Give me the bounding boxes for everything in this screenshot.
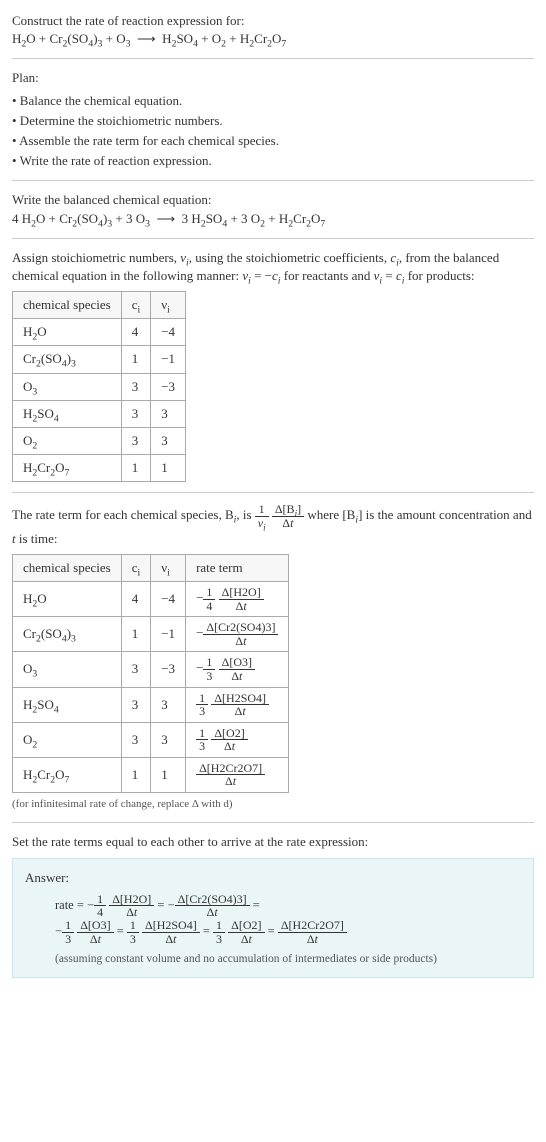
divider	[12, 238, 534, 239]
plan-item: • Assemble the rate term for each chemic…	[12, 132, 534, 150]
rate-expression-line2: −13 Δ[O3]Δt = 13 Δ[H2SO4]Δt = 13 Δ[O2]Δt…	[25, 919, 521, 945]
cell-species: H2Cr2O7	[13, 757, 122, 792]
divider	[12, 180, 534, 181]
cell-ci: 1	[121, 455, 151, 482]
plan-label: Plan:	[12, 69, 534, 87]
cell-ci: 3	[121, 722, 151, 757]
cell-rate: Δ[H2Cr2O7]Δt	[186, 757, 289, 792]
cell-ci: 1	[121, 757, 151, 792]
final-lead: Set the rate terms equal to each other t…	[12, 833, 534, 851]
cell-species: H2O	[13, 319, 122, 346]
cell-vi: 3	[151, 400, 186, 427]
cell-species: H2O	[13, 581, 122, 616]
plan-item: • Determine the stoichiometric numbers.	[12, 112, 534, 130]
plan-list: • Balance the chemical equation. • Deter…	[12, 92, 534, 171]
table-row: O233	[13, 428, 186, 455]
rate-expression-line1: rate = −14 Δ[H2O]Δt = −Δ[Cr2(SO4)3]Δt =	[25, 893, 521, 919]
balanced-section: Write the balanced chemical equation: 4 …	[12, 191, 534, 227]
divider	[12, 58, 534, 59]
answer-label: Answer:	[25, 869, 521, 887]
cell-species: H2SO4	[13, 687, 122, 722]
cell-rate: −14 Δ[H2O]Δt	[186, 581, 289, 616]
cell-ci: 3	[121, 428, 151, 455]
cell-ci: 4	[121, 581, 151, 616]
col-species: chemical species	[13, 554, 122, 581]
cell-rate: 13 Δ[H2SO4]Δt	[186, 687, 289, 722]
table-header-row: chemical species ci νi rate term	[13, 554, 289, 581]
cell-vi: 3	[151, 687, 186, 722]
cell-vi: 3	[151, 428, 186, 455]
cell-species: H2Cr2O7	[13, 455, 122, 482]
cell-vi: −4	[151, 319, 186, 346]
table-row: H2O4−4−14 Δ[H2O]Δt	[13, 581, 289, 616]
cell-vi: −3	[151, 652, 186, 687]
header-title: Construct the rate of reaction expressio…	[12, 12, 534, 30]
table-row: O33−3	[13, 373, 186, 400]
table-row: O33−3−13 Δ[O3]Δt	[13, 652, 289, 687]
col-species: chemical species	[13, 292, 122, 319]
col-ci: ci	[121, 554, 151, 581]
col-vi: νi	[151, 292, 186, 319]
cell-species: O2	[13, 428, 122, 455]
balanced-equation: 4 H2O + Cr2(SO4)3 + 3 O3 ⟶ 3 H2SO4 + 3 O…	[12, 210, 534, 228]
cell-rate: −Δ[Cr2(SO4)3]Δt	[186, 617, 289, 652]
cell-ci: 1	[121, 346, 151, 373]
cell-vi: 1	[151, 757, 186, 792]
table-row: H2SO43313 Δ[H2SO4]Δt	[13, 687, 289, 722]
final-section: Set the rate terms equal to each other t…	[12, 833, 534, 978]
answer-box: Answer: rate = −14 Δ[H2O]Δt = −Δ[Cr2(SO4…	[12, 858, 534, 979]
cell-species: O3	[13, 652, 122, 687]
table-row: H2SO433	[13, 400, 186, 427]
cell-rate: 13 Δ[O2]Δt	[186, 722, 289, 757]
stoich-table-1: chemical species ci νi H2O4−4 Cr2(SO4)31…	[12, 291, 186, 482]
table-row: H2Cr2O711	[13, 455, 186, 482]
cell-rate: −13 Δ[O3]Δt	[186, 652, 289, 687]
plan-section: Plan: • Balance the chemical equation. •…	[12, 69, 534, 170]
table-row: Cr2(SO4)31−1	[13, 346, 186, 373]
cell-vi: 3	[151, 722, 186, 757]
table-row: H2O4−4	[13, 319, 186, 346]
header-equation: H2O + Cr2(SO4)3 + O3 ⟶ H2SO4 + O2 + H2Cr…	[12, 30, 534, 48]
table-row: H2Cr2O711Δ[H2Cr2O7]Δt	[13, 757, 289, 792]
assign-section: Assign stoichiometric numbers, νi, using…	[12, 249, 534, 483]
cell-ci: 3	[121, 400, 151, 427]
table-row: Cr2(SO4)31−1−Δ[Cr2(SO4)3]Δt	[13, 617, 289, 652]
plan-item: • Balance the chemical equation.	[12, 92, 534, 110]
table2-note: (for infinitesimal rate of change, repla…	[12, 797, 534, 812]
cell-ci: 4	[121, 319, 151, 346]
cell-ci: 1	[121, 617, 151, 652]
plan-item: • Write the rate of reaction expression.	[12, 152, 534, 170]
rateterm-intro: The rate term for each chemical species,…	[12, 503, 534, 547]
assumption-note: (assuming constant volume and no accumul…	[25, 951, 521, 967]
rateterm-section: The rate term for each chemical species,…	[12, 503, 534, 812]
cell-species: O2	[13, 722, 122, 757]
col-rate: rate term	[186, 554, 289, 581]
cell-vi: −4	[151, 581, 186, 616]
balanced-label: Write the balanced chemical equation:	[12, 191, 534, 209]
cell-species: O3	[13, 373, 122, 400]
header: Construct the rate of reaction expressio…	[12, 12, 534, 48]
cell-species: Cr2(SO4)3	[13, 617, 122, 652]
cell-species: Cr2(SO4)3	[13, 346, 122, 373]
col-ci: ci	[121, 292, 151, 319]
cell-ci: 3	[121, 373, 151, 400]
cell-ci: 3	[121, 687, 151, 722]
cell-vi: −1	[151, 617, 186, 652]
assign-intro: Assign stoichiometric numbers, νi, using…	[12, 249, 534, 285]
table-row: O23313 Δ[O2]Δt	[13, 722, 289, 757]
table-header-row: chemical species ci νi	[13, 292, 186, 319]
divider	[12, 492, 534, 493]
cell-ci: 3	[121, 652, 151, 687]
divider	[12, 822, 534, 823]
cell-species: H2SO4	[13, 400, 122, 427]
cell-vi: 1	[151, 455, 186, 482]
cell-vi: −3	[151, 373, 186, 400]
col-vi: νi	[151, 554, 186, 581]
stoich-table-2: chemical species ci νi rate term H2O4−4−…	[12, 554, 289, 793]
cell-vi: −1	[151, 346, 186, 373]
